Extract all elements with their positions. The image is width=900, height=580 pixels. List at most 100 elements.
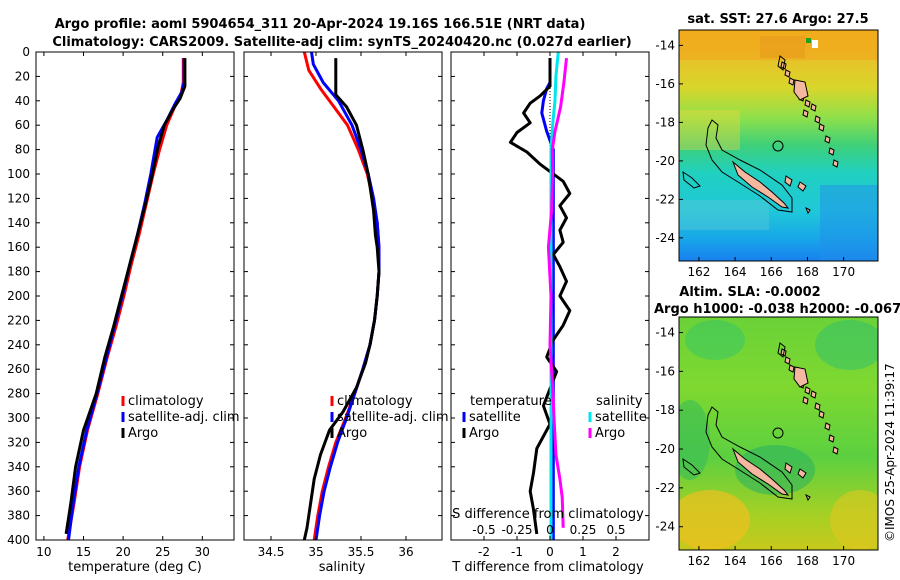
x-tick-label: 35.5 xyxy=(348,545,375,559)
salinity-xlabel: salinity xyxy=(319,560,366,575)
x-tick-label: 35 xyxy=(308,545,323,559)
sst-map: sat. SST: 27.6 Argo: 27.5 162 164 166 168 17… xyxy=(655,12,879,279)
y-tick-label: 20 xyxy=(15,69,30,83)
y-tick-label: 100 xyxy=(7,167,30,181)
map-x-tick-label: 164 xyxy=(724,265,747,279)
map-x-tick-label: 168 xyxy=(796,554,819,568)
sst-map-title: sat. SST: 27.6 Argo: 27.5 xyxy=(687,12,868,27)
s-tick-label: 0.25 xyxy=(570,523,597,537)
legend-argo-label: Argo xyxy=(337,426,367,441)
y-tick-label: 200 xyxy=(7,289,30,303)
temperature-panel: 0 20 40 60 80 100 120 140 160 180 200 220 240 260 280 3… xyxy=(7,45,240,575)
map-x-tick-label: 168 xyxy=(796,265,819,279)
map-x-tick-label: 162 xyxy=(687,554,710,568)
y-tick-label: 140 xyxy=(7,216,30,230)
series-satellite-adj-clim xyxy=(310,52,381,540)
sla-map-title-line2: Argo h1000: -0.038 h2000: -0.067 xyxy=(654,302,900,317)
y-tick-label: 120 xyxy=(7,191,30,205)
legend-argo-label: Argo xyxy=(128,426,158,441)
s-tick-label: -0.5 xyxy=(472,523,495,537)
legend-salinity-title: salinity xyxy=(596,394,643,409)
map-y-tick-label: -14 xyxy=(655,38,675,52)
map-y-tick-label: -24 xyxy=(655,520,675,534)
x-tick-label: 1 xyxy=(579,545,587,559)
x-tick-label: -2 xyxy=(478,545,490,559)
land-outline xyxy=(682,342,839,502)
series-satellite-adj-clim xyxy=(67,58,186,540)
map-y-tick-label: -20 xyxy=(655,442,675,456)
salinity-axes-box xyxy=(243,51,443,541)
map-y-tick-label: -14 xyxy=(655,326,675,340)
legend-satellite-label: satellite-adj. clim xyxy=(337,410,449,425)
legend-s-argo-label: Argo xyxy=(595,426,625,441)
series-climatology xyxy=(302,52,381,540)
temperature-legend: climatology satellite-adj. clim Argo xyxy=(121,394,240,441)
x-tick-label: 25 xyxy=(155,545,170,559)
map-x-tick-label: 162 xyxy=(687,265,710,279)
series-argo xyxy=(64,58,187,535)
difference-legend: temperature salinity satellite Argo sate… xyxy=(462,394,647,441)
map-y-tick-label: -16 xyxy=(655,77,675,91)
temperature-axes-box xyxy=(35,51,235,541)
x-tick-label: 20 xyxy=(115,545,130,559)
figure-title-line1: Argo profile: aoml 5904654_311 20-Apr-20… xyxy=(55,17,586,32)
y-tick-label: 60 xyxy=(15,118,30,132)
x-tick-label: 0 xyxy=(546,545,554,559)
series-t-argo xyxy=(508,58,572,535)
map-y-tick-label: -20 xyxy=(655,154,675,168)
map-x-tick-label: 166 xyxy=(760,265,783,279)
legend-climatology-label: climatology xyxy=(337,394,413,409)
salinity-legend: climatology satellite-adj. clim Argo xyxy=(330,394,449,441)
y-tick-label: 240 xyxy=(7,338,30,352)
map-y-tick-label: -18 xyxy=(655,115,675,129)
y-tick-label: 260 xyxy=(7,362,30,376)
legend-t-satellite-label: satellite xyxy=(469,410,521,425)
map-x-tick-label: 170 xyxy=(832,554,855,568)
y-tick-label: 320 xyxy=(7,435,30,449)
legend-temperature-title: temperature xyxy=(470,394,552,409)
legend-t-argo-label: Argo xyxy=(469,426,499,441)
x-tick-label: 34.5 xyxy=(258,545,285,559)
y-tick-label: 400 xyxy=(7,533,30,547)
x-tick-label: 10 xyxy=(36,545,51,559)
series-s-satellite xyxy=(549,52,560,540)
sla-map: Altim. SLA: -0.0002 Argo h1000: -0.038 h… xyxy=(654,285,900,568)
difference-panel: -2 -1 0 1 2 -0.5 -0.25 0 0.25 0.5 S difference f… xyxy=(450,51,650,575)
x-tick-label: 2 xyxy=(612,545,620,559)
x-tick-label: 15 xyxy=(76,545,91,559)
y-tick-label: 380 xyxy=(7,509,30,523)
s-difference-label: S difference from climatology xyxy=(452,507,644,522)
map-y-tick-label: -24 xyxy=(655,231,675,245)
map-y-tick-label: -22 xyxy=(655,192,675,206)
y-tick-label: 340 xyxy=(7,460,30,474)
legend-satellite-label: satellite-adj. clim xyxy=(128,410,240,425)
map-y-tick-label: -22 xyxy=(655,481,675,495)
s-tick-label: -0.25 xyxy=(501,523,532,537)
s-tick-label: 0 xyxy=(546,523,554,537)
map-x-tick-label: 166 xyxy=(760,554,783,568)
x-tick-label: 30 xyxy=(195,545,210,559)
legend-s-satellite-label: satellite xyxy=(595,410,647,425)
figure-title-line2: Climatology: CARS2009. Satellite-adj cli… xyxy=(52,35,631,50)
salinity-panel: 34.5 35 35.5 36 salinity climatology satell… xyxy=(243,51,449,575)
x-tick-label: -1 xyxy=(511,545,523,559)
x-tick-label: 36 xyxy=(398,545,413,559)
legend-climatology-label: climatology xyxy=(128,394,204,409)
y-tick-label: 180 xyxy=(7,265,30,279)
map-y-tick-label: -18 xyxy=(655,403,675,417)
y-tick-label: 300 xyxy=(7,411,30,425)
y-tick-label: 80 xyxy=(15,143,30,157)
y-tick-label: 40 xyxy=(15,94,30,108)
sla-map-title-line1: Altim. SLA: -0.0002 xyxy=(679,285,820,300)
y-tick-label: 0 xyxy=(22,45,30,59)
map-y-tick-label: -16 xyxy=(655,364,675,378)
map-x-tick-label: 164 xyxy=(724,554,747,568)
series-climatology xyxy=(66,58,185,540)
y-tick-label: 360 xyxy=(7,484,30,498)
y-tick-label: 280 xyxy=(7,387,30,401)
land-outline xyxy=(682,55,839,215)
difference-xlabel: T difference from climatology xyxy=(451,560,644,575)
y-tick-label: 160 xyxy=(7,240,30,254)
temperature-xlabel: temperature (deg C) xyxy=(68,560,202,575)
series-s-argo xyxy=(546,57,568,528)
